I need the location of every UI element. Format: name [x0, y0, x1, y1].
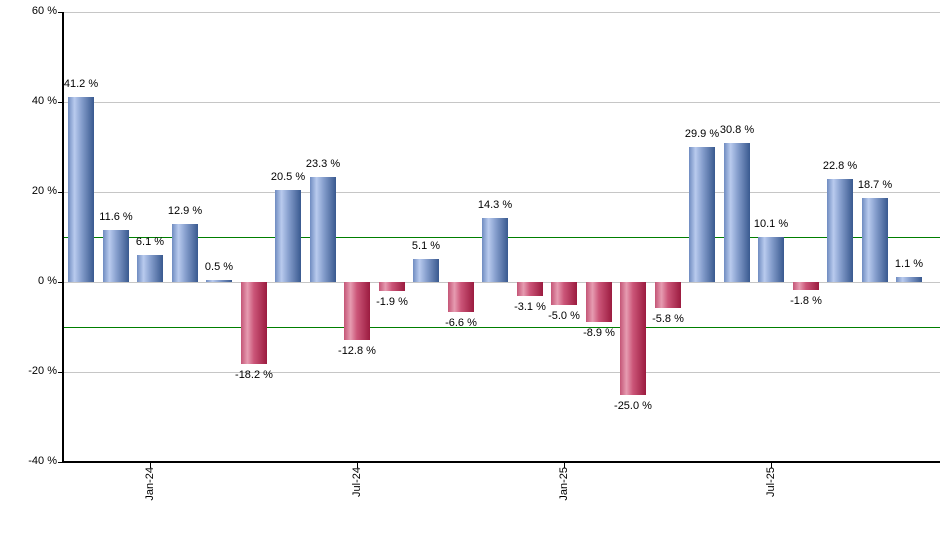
threshold-line: [63, 327, 940, 328]
x-axis-tick: [771, 463, 772, 468]
y-axis-tick: [58, 462, 62, 463]
bar-value-label: 11.6 %: [99, 211, 133, 223]
gridline: [63, 102, 940, 103]
bar: [655, 282, 681, 308]
x-axis-label: Jan-24: [144, 467, 156, 501]
bar: [448, 282, 474, 312]
bar-value-label: -1.9 %: [376, 296, 408, 308]
bar: [896, 277, 922, 282]
bar-value-label: 20.5 %: [270, 171, 306, 183]
bar-value-label: 29.9 %: [684, 128, 720, 140]
bar: [517, 282, 543, 296]
y-axis-label: 40 %: [31, 95, 57, 107]
y-axis-tick: [58, 372, 62, 373]
bar-value-label: 23.3 %: [305, 158, 341, 170]
bar-value-label: 41.2 %: [63, 78, 99, 90]
bar-value-label: 18.7 %: [857, 179, 893, 191]
y-axis-label: -40 %: [28, 455, 57, 467]
bar: [827, 179, 853, 282]
bar-value-label: -5.8 %: [652, 313, 684, 325]
bar: [413, 259, 439, 282]
bar-value-label: -3.1 %: [514, 301, 546, 313]
bar-value-label: -25.0 %: [614, 400, 652, 412]
bar-value-label: 10.1 %: [753, 218, 789, 230]
bar: [172, 224, 198, 282]
bar: [689, 147, 715, 282]
x-axis-tick: [564, 463, 565, 468]
gridline: [63, 282, 940, 283]
bar-value-label: -6.6 %: [445, 317, 477, 329]
bar-value-label: 5.1 %: [411, 240, 441, 252]
y-axis-line: [62, 12, 64, 462]
y-axis-label: 20 %: [31, 185, 57, 197]
bar-value-label: 14.3 %: [477, 199, 513, 211]
bar-value-label: -8.9 %: [583, 327, 615, 339]
gridline: [63, 372, 940, 373]
bar: [310, 177, 336, 282]
bar: [586, 282, 612, 322]
x-axis-label: Jan-25: [558, 467, 570, 501]
y-axis-label: 0 %: [38, 275, 57, 287]
y-axis-label: -20 %: [28, 365, 57, 377]
bar-value-label: -1.8 %: [790, 295, 822, 307]
y-axis-tick: [58, 282, 62, 283]
bar: [206, 280, 232, 282]
bar-value-label: -12.8 %: [338, 345, 376, 357]
bar-value-label: -18.2 %: [235, 369, 273, 381]
bar: [344, 282, 370, 340]
y-axis-tick: [58, 12, 62, 13]
gridline: [63, 12, 940, 13]
y-axis-label: 60 %: [31, 5, 57, 17]
bar: [551, 282, 577, 305]
gridline: [63, 192, 940, 193]
x-axis-label: Jul-25: [765, 467, 777, 497]
x-axis-tick: [150, 463, 151, 468]
bar-value-label: 22.8 %: [822, 160, 858, 172]
bar: [137, 255, 163, 282]
bar: [482, 218, 508, 282]
x-axis-line: [62, 461, 940, 463]
bar-value-label: 6.1 %: [135, 236, 165, 248]
x-axis-tick: [357, 463, 358, 468]
bar-value-label: 1.1 %: [894, 258, 924, 270]
y-axis-tick: [58, 102, 62, 103]
bar: [275, 190, 301, 282]
bar: [862, 198, 888, 282]
bar: [793, 282, 819, 290]
bar-value-label: -5.0 %: [548, 310, 580, 322]
bar: [620, 282, 646, 395]
bar: [241, 282, 267, 364]
bar: [724, 143, 750, 282]
bar-value-label: 12.9 %: [167, 205, 203, 217]
bar-value-label: 30.8 %: [719, 124, 755, 136]
bar-value-label: 0.5 %: [204, 261, 234, 273]
bar: [758, 237, 784, 282]
x-axis-label: Jul-24: [351, 467, 363, 497]
y-axis-tick: [58, 192, 62, 193]
bar: [68, 97, 94, 282]
bar: [103, 230, 129, 282]
bar: [379, 282, 405, 291]
